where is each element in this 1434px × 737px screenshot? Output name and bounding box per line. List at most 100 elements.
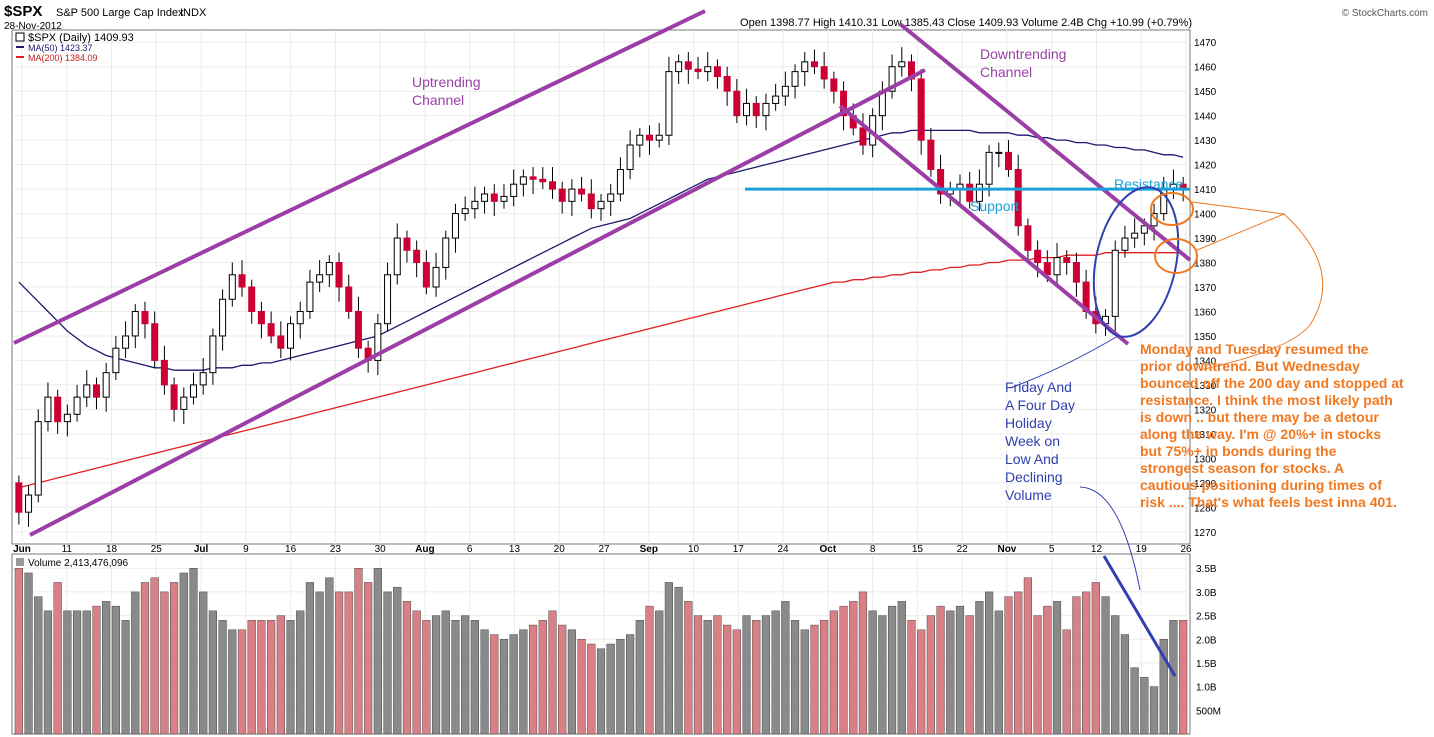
- quote-label: Open 1398.77 High 1410.31 Low 1385.43 Cl…: [740, 17, 1192, 29]
- volume-bar: [975, 601, 984, 735]
- candle-body: [180, 396, 188, 410]
- volume-tick-label: 2.0B: [1196, 635, 1217, 646]
- candle-body: [578, 188, 586, 195]
- volume-bar: [810, 624, 819, 735]
- friday-label-line4: Week on: [1005, 433, 1060, 449]
- candle: [810, 49, 818, 75]
- volume-bar: [1169, 620, 1178, 735]
- candle-body: [403, 237, 411, 251]
- candle: [859, 113, 867, 155]
- volume-bar: [422, 620, 431, 735]
- date-tick-label: 6: [467, 544, 473, 555]
- candle-body: [374, 323, 382, 361]
- candle-body: [558, 188, 566, 202]
- date-tick-label: 30: [375, 544, 387, 555]
- friday-label-line5: Low And: [1005, 451, 1059, 467]
- candle: [102, 362, 110, 412]
- candle: [665, 56, 673, 146]
- candle: [374, 313, 382, 376]
- volume-bar: [461, 615, 470, 735]
- candle-body: [1131, 232, 1139, 239]
- volume-bar: [752, 620, 761, 735]
- candle-body: [102, 372, 110, 398]
- volume-bars-layer: [14, 568, 1188, 735]
- date-tick-label: 24: [778, 544, 790, 555]
- date-tick-label: 17: [733, 544, 745, 555]
- candle: [1053, 242, 1061, 285]
- candle-body: [975, 183, 983, 202]
- volume-bar: [577, 639, 586, 735]
- candle-body: [73, 396, 81, 415]
- candle-body: [1121, 237, 1129, 251]
- price-tick-label: 1270: [1194, 528, 1217, 539]
- commentary-line3: bounced off the 200 day and stopped at: [1140, 375, 1404, 391]
- candle-body: [325, 262, 333, 276]
- candle-body: [219, 298, 227, 337]
- candle-body: [888, 66, 896, 92]
- date-tick-label: 13: [509, 544, 521, 555]
- candle-body: [519, 176, 527, 185]
- candle: [180, 387, 188, 425]
- date-tick-label: 26: [1180, 544, 1192, 555]
- candle-body: [432, 266, 440, 288]
- friday-label-line1: Friday And: [1005, 379, 1072, 395]
- volume-bar: [558, 624, 567, 735]
- candle-body: [985, 151, 993, 185]
- volume-bar: [140, 582, 150, 735]
- candle-body: [354, 310, 362, 349]
- candle: [432, 252, 440, 297]
- price-tick-label: 1290: [1194, 479, 1217, 490]
- candle-body: [539, 178, 547, 183]
- candle-body: [1053, 257, 1061, 276]
- candle-body: [1014, 169, 1022, 227]
- candle: [762, 93, 770, 131]
- candle: [646, 125, 654, 155]
- candle-body: [500, 195, 508, 202]
- volume-bar: [1101, 596, 1110, 735]
- candle-body: [510, 183, 518, 197]
- candle: [830, 71, 838, 104]
- volume-bar: [1149, 686, 1159, 735]
- candle: [694, 56, 702, 79]
- price-tick-label: 1310: [1194, 430, 1217, 441]
- volume-tick-label: 3.0B: [1196, 588, 1217, 599]
- volume-bar: [199, 591, 208, 735]
- date-tick-label: Nov: [997, 544, 1016, 555]
- candle: [345, 274, 353, 319]
- candle-body: [1004, 151, 1013, 171]
- volume-tick-label: 1.5B: [1196, 659, 1217, 670]
- price-tick-label: 1360: [1194, 307, 1217, 318]
- volume-bar: [955, 605, 965, 735]
- candle: [316, 260, 324, 292]
- candle: [752, 96, 760, 128]
- volume-bar: [567, 629, 576, 735]
- volume-bar: [1014, 591, 1023, 735]
- candle-body: [859, 127, 867, 146]
- price-axis: 1270 1280 1290 1300 1310 1320 1330 1340 1350 1360…: [1194, 38, 1217, 539]
- candle: [219, 289, 227, 351]
- uptrend-label-line2: Channel: [412, 92, 464, 108]
- date-tick-label: Jul: [194, 544, 209, 555]
- volume-tick-label: 3.5B: [1196, 564, 1217, 575]
- volume-bar: [480, 629, 489, 735]
- volume-bar: [858, 591, 868, 735]
- candle: [675, 54, 683, 84]
- candle: [306, 269, 314, 319]
- date-tick-label: 19: [1136, 544, 1148, 555]
- candle-body: [170, 384, 178, 410]
- candle: [335, 252, 343, 302]
- date-tick-label: Jun: [13, 544, 31, 555]
- volume-bar: [72, 610, 82, 735]
- volume-tick-label: 2.5B: [1196, 612, 1217, 623]
- candle-body: [151, 323, 159, 361]
- candle: [189, 372, 198, 405]
- volume-bar: [587, 643, 596, 735]
- candle: [267, 311, 275, 344]
- candle-body: [568, 188, 576, 202]
- candle-body: [1063, 257, 1071, 264]
- candle-body: [1111, 249, 1119, 317]
- volume-bar: [742, 615, 751, 735]
- candle: [1131, 218, 1139, 248]
- candle: [587, 179, 595, 219]
- candle: [500, 184, 508, 209]
